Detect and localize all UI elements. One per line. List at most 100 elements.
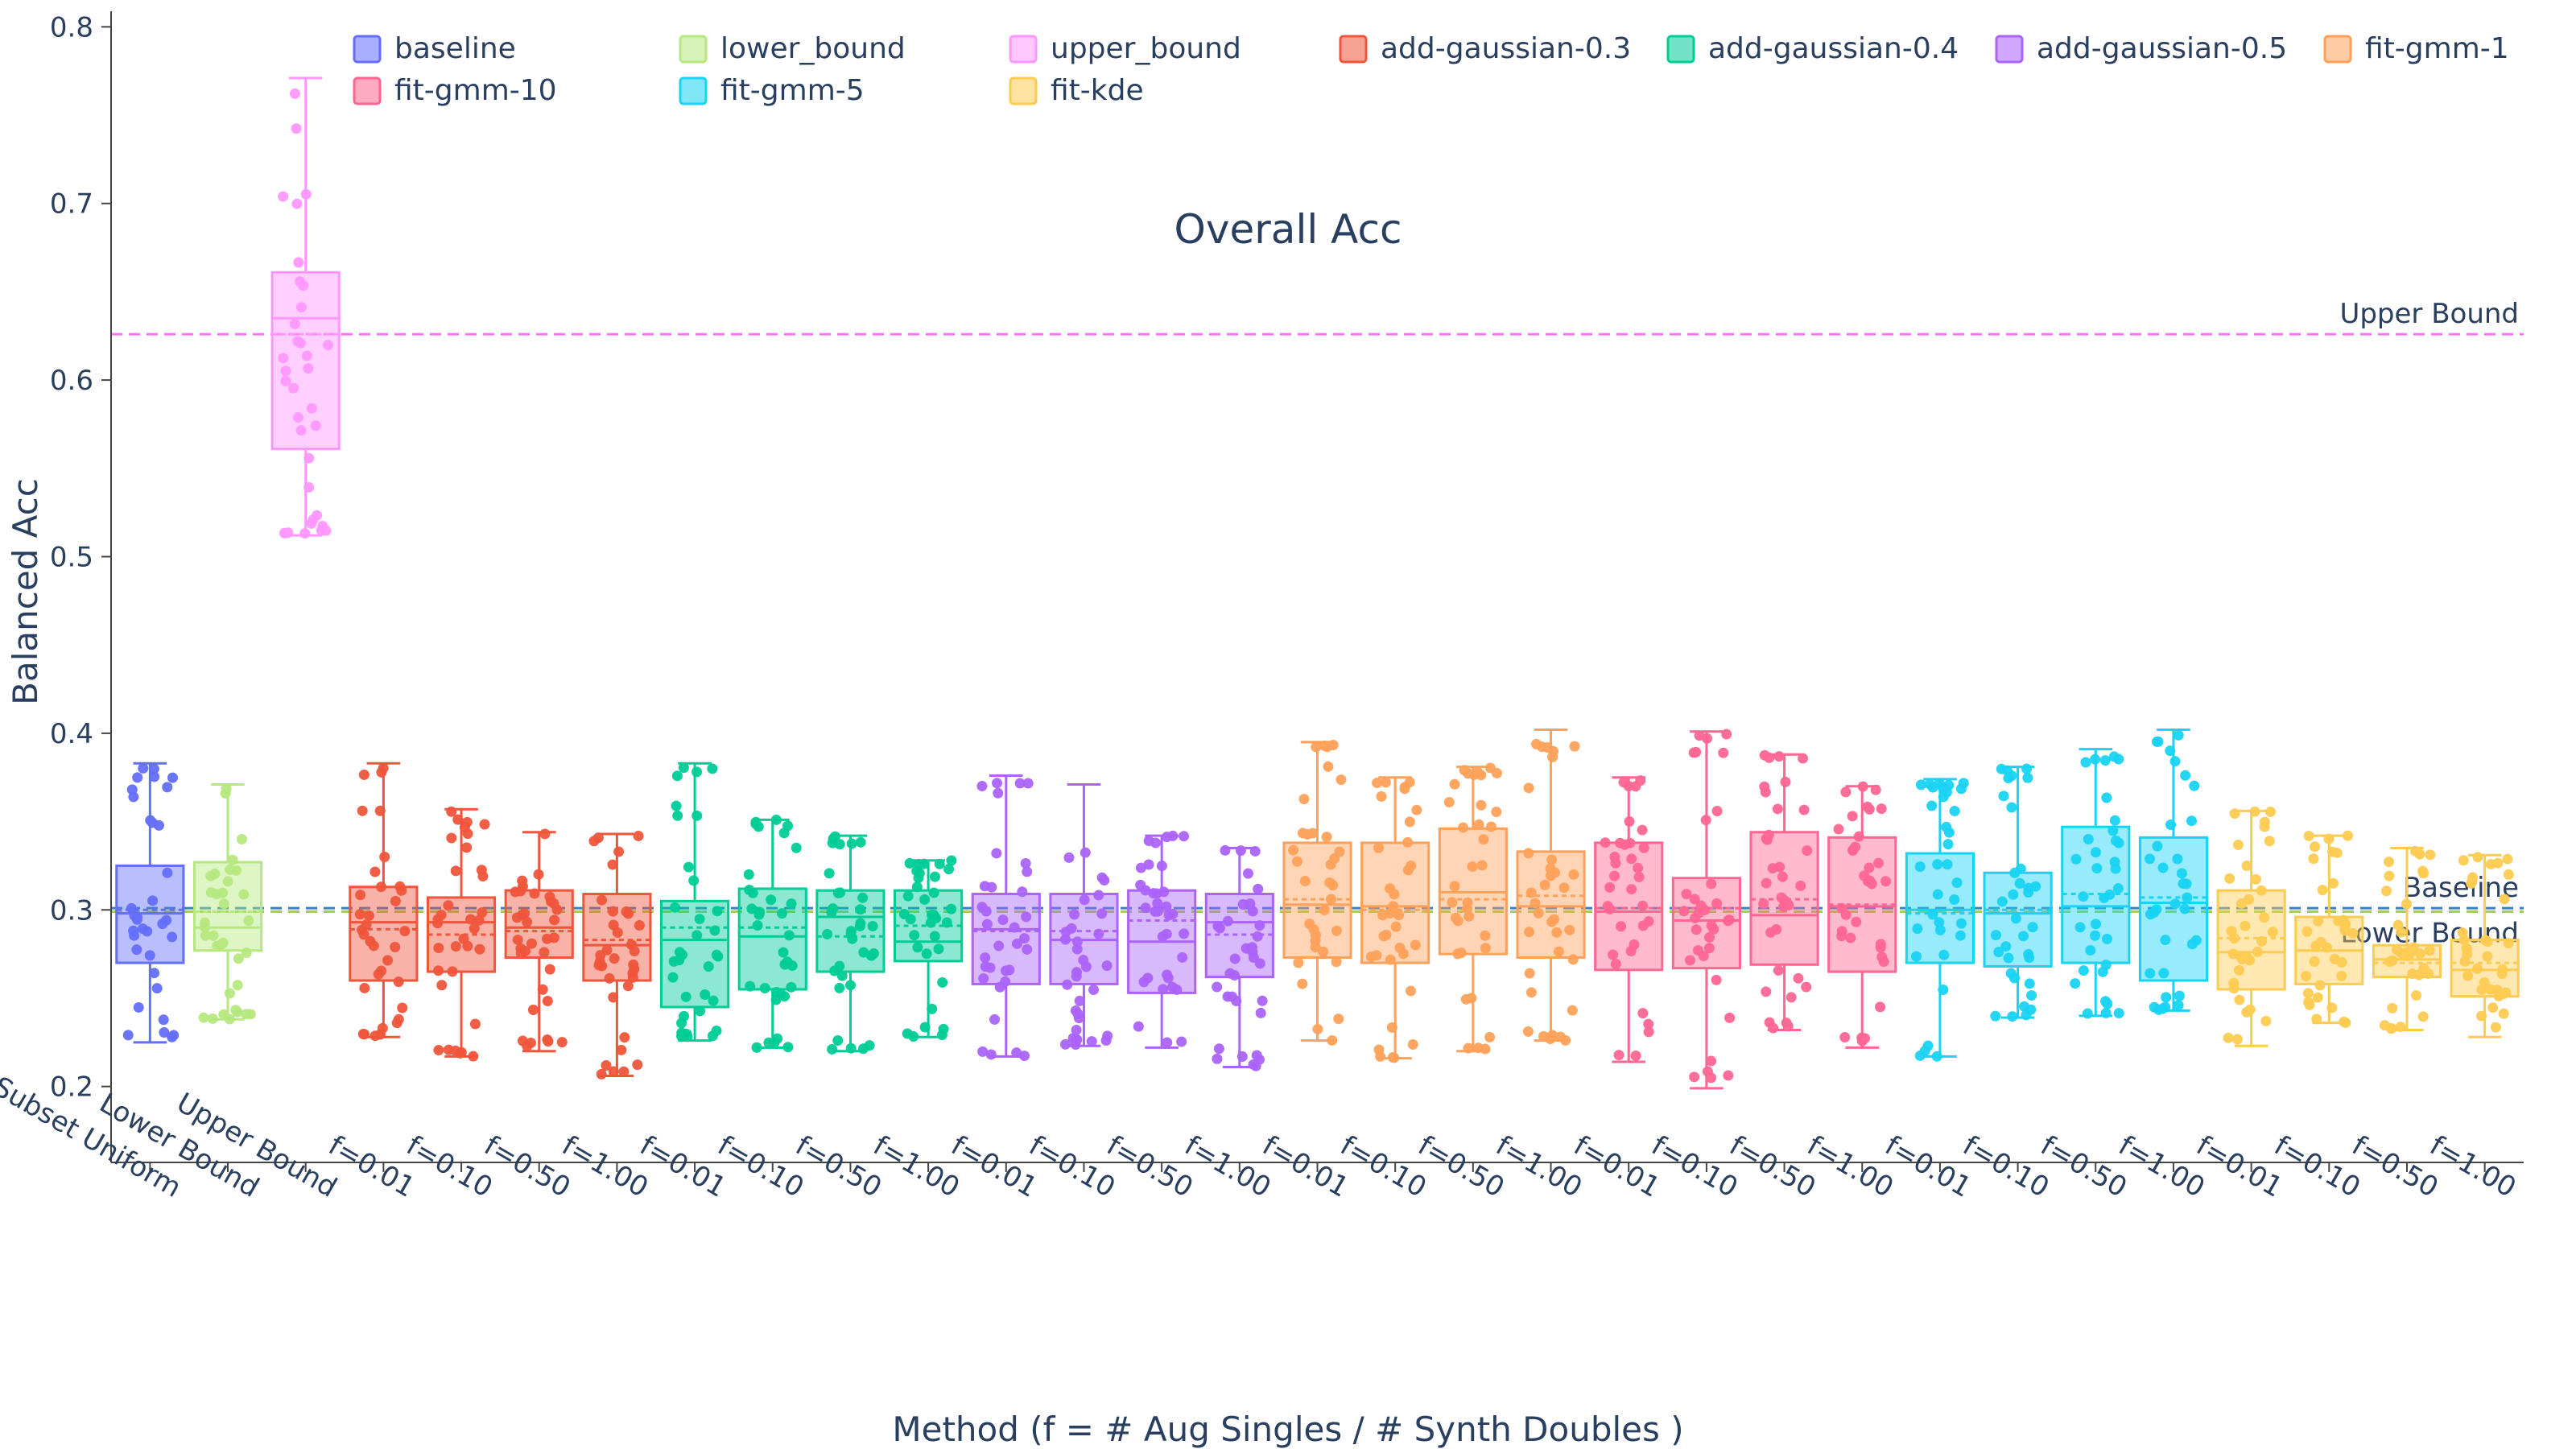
data-point	[433, 965, 444, 976]
data-point	[1080, 961, 1092, 972]
data-point	[1938, 949, 1950, 960]
data-point	[1798, 804, 1810, 815]
data-point	[1088, 985, 1100, 996]
data-point	[2482, 936, 2493, 947]
data-point	[2417, 1011, 2429, 1022]
data-point	[1761, 877, 1772, 889]
data-point	[2003, 952, 2014, 964]
data-point	[1722, 915, 1733, 927]
data-point	[306, 518, 317, 529]
data-point	[280, 375, 291, 386]
legend-item-lower_bound[interactable]: lower_bound	[679, 32, 906, 65]
data-point	[2384, 857, 2395, 868]
data-point	[359, 1029, 370, 1040]
data-point	[1376, 791, 1387, 802]
data-point	[1327, 1034, 1338, 1046]
data-point	[1394, 942, 1406, 953]
data-point	[1911, 951, 1922, 962]
legend-item-add-gaussian-0.5[interactable]: add-gaussian-0.5	[1995, 32, 2287, 65]
data-point	[1990, 1010, 2001, 1022]
data-point	[1706, 920, 1717, 931]
legend-item-upper_bound[interactable]: upper_bound	[1009, 32, 1241, 65]
data-point	[2236, 954, 2248, 965]
data-point	[691, 930, 703, 941]
data-point	[827, 1043, 838, 1055]
data-point	[299, 528, 311, 539]
data-point	[1467, 861, 1478, 873]
data-point	[1288, 844, 1299, 856]
x-tick-label: f=1.00	[1179, 1129, 1277, 1204]
legend-item-fit-gmm-1[interactable]: fit-gmm-1	[2323, 32, 2509, 65]
data-point	[613, 846, 625, 857]
data-point	[2264, 836, 2275, 847]
data-point	[144, 950, 155, 961]
data-point	[149, 771, 160, 782]
data-point	[1633, 872, 1645, 883]
data-point	[2104, 889, 2116, 900]
legend-item-add-gaussian-0.3[interactable]: add-gaussian-0.3	[1339, 32, 1631, 65]
data-point	[397, 1002, 408, 1013]
legend-item-fit-gmm-10[interactable]: fit-gmm-10	[353, 74, 557, 107]
data-point	[1312, 1023, 1323, 1034]
data-point	[443, 900, 454, 911]
data-point	[132, 772, 143, 783]
data-point	[711, 949, 722, 960]
data-point	[1229, 953, 1241, 964]
data-point	[468, 1051, 479, 1062]
data-point	[1299, 875, 1311, 886]
data-point	[1311, 741, 1322, 753]
data-point	[2227, 948, 2239, 960]
data-point	[678, 762, 689, 774]
data-points	[122, 88, 2514, 1084]
data-point	[168, 1030, 180, 1041]
data-point	[929, 871, 940, 882]
data-point	[2333, 915, 2344, 927]
data-point	[929, 931, 940, 942]
data-point	[1643, 1018, 1654, 1030]
data-point	[1839, 1032, 1851, 1043]
data-point	[946, 903, 957, 914]
data-point	[450, 941, 461, 952]
data-point	[399, 926, 411, 937]
legend-item-add-gaussian-0.4[interactable]: add-gaussian-0.4	[1666, 32, 1959, 65]
data-point	[1080, 847, 1091, 858]
data-point	[1711, 898, 1723, 909]
data-point	[1443, 796, 1455, 807]
data-point	[1302, 828, 1313, 840]
data-point	[515, 943, 526, 954]
data-point	[1100, 1034, 1112, 1046]
data-point	[1071, 1025, 1082, 1036]
data-point	[2082, 1008, 2093, 1019]
data-point	[2090, 753, 2101, 765]
data-point	[779, 991, 791, 1002]
legend-item-fit-kde[interactable]: fit-kde	[1009, 74, 1144, 107]
data-point	[1678, 906, 1690, 917]
data-point	[694, 914, 705, 925]
data-point	[683, 861, 694, 873]
data-point	[357, 805, 368, 816]
data-point	[708, 995, 719, 1006]
legend[interactable]: baseline lower_bound upper_bound add-gaussi…	[353, 32, 2509, 107]
data-point	[465, 914, 477, 925]
data-point	[1135, 862, 1146, 873]
data-point	[382, 955, 394, 966]
data-point	[691, 810, 703, 821]
legend-item-fit-gmm-5[interactable]: fit-gmm-5	[679, 74, 865, 107]
x-tick-label: f=0.50	[1413, 1129, 1510, 1204]
data-point	[446, 832, 457, 844]
data-point	[703, 961, 714, 972]
legend-item-baseline[interactable]: baseline	[353, 32, 516, 65]
data-point	[597, 894, 608, 906]
data-point	[241, 947, 252, 959]
data-point	[985, 962, 996, 973]
data-point	[1702, 1066, 1713, 1077]
data-point	[1864, 862, 1875, 873]
data-point	[2169, 898, 2181, 910]
x-tick-label: f=0.10	[712, 1129, 810, 1204]
data-point	[323, 340, 334, 351]
data-point	[1711, 806, 1723, 817]
data-point	[2100, 1007, 2112, 1018]
data-point	[198, 1012, 209, 1023]
data-point	[1560, 1034, 1571, 1046]
data-point	[1546, 854, 1558, 865]
